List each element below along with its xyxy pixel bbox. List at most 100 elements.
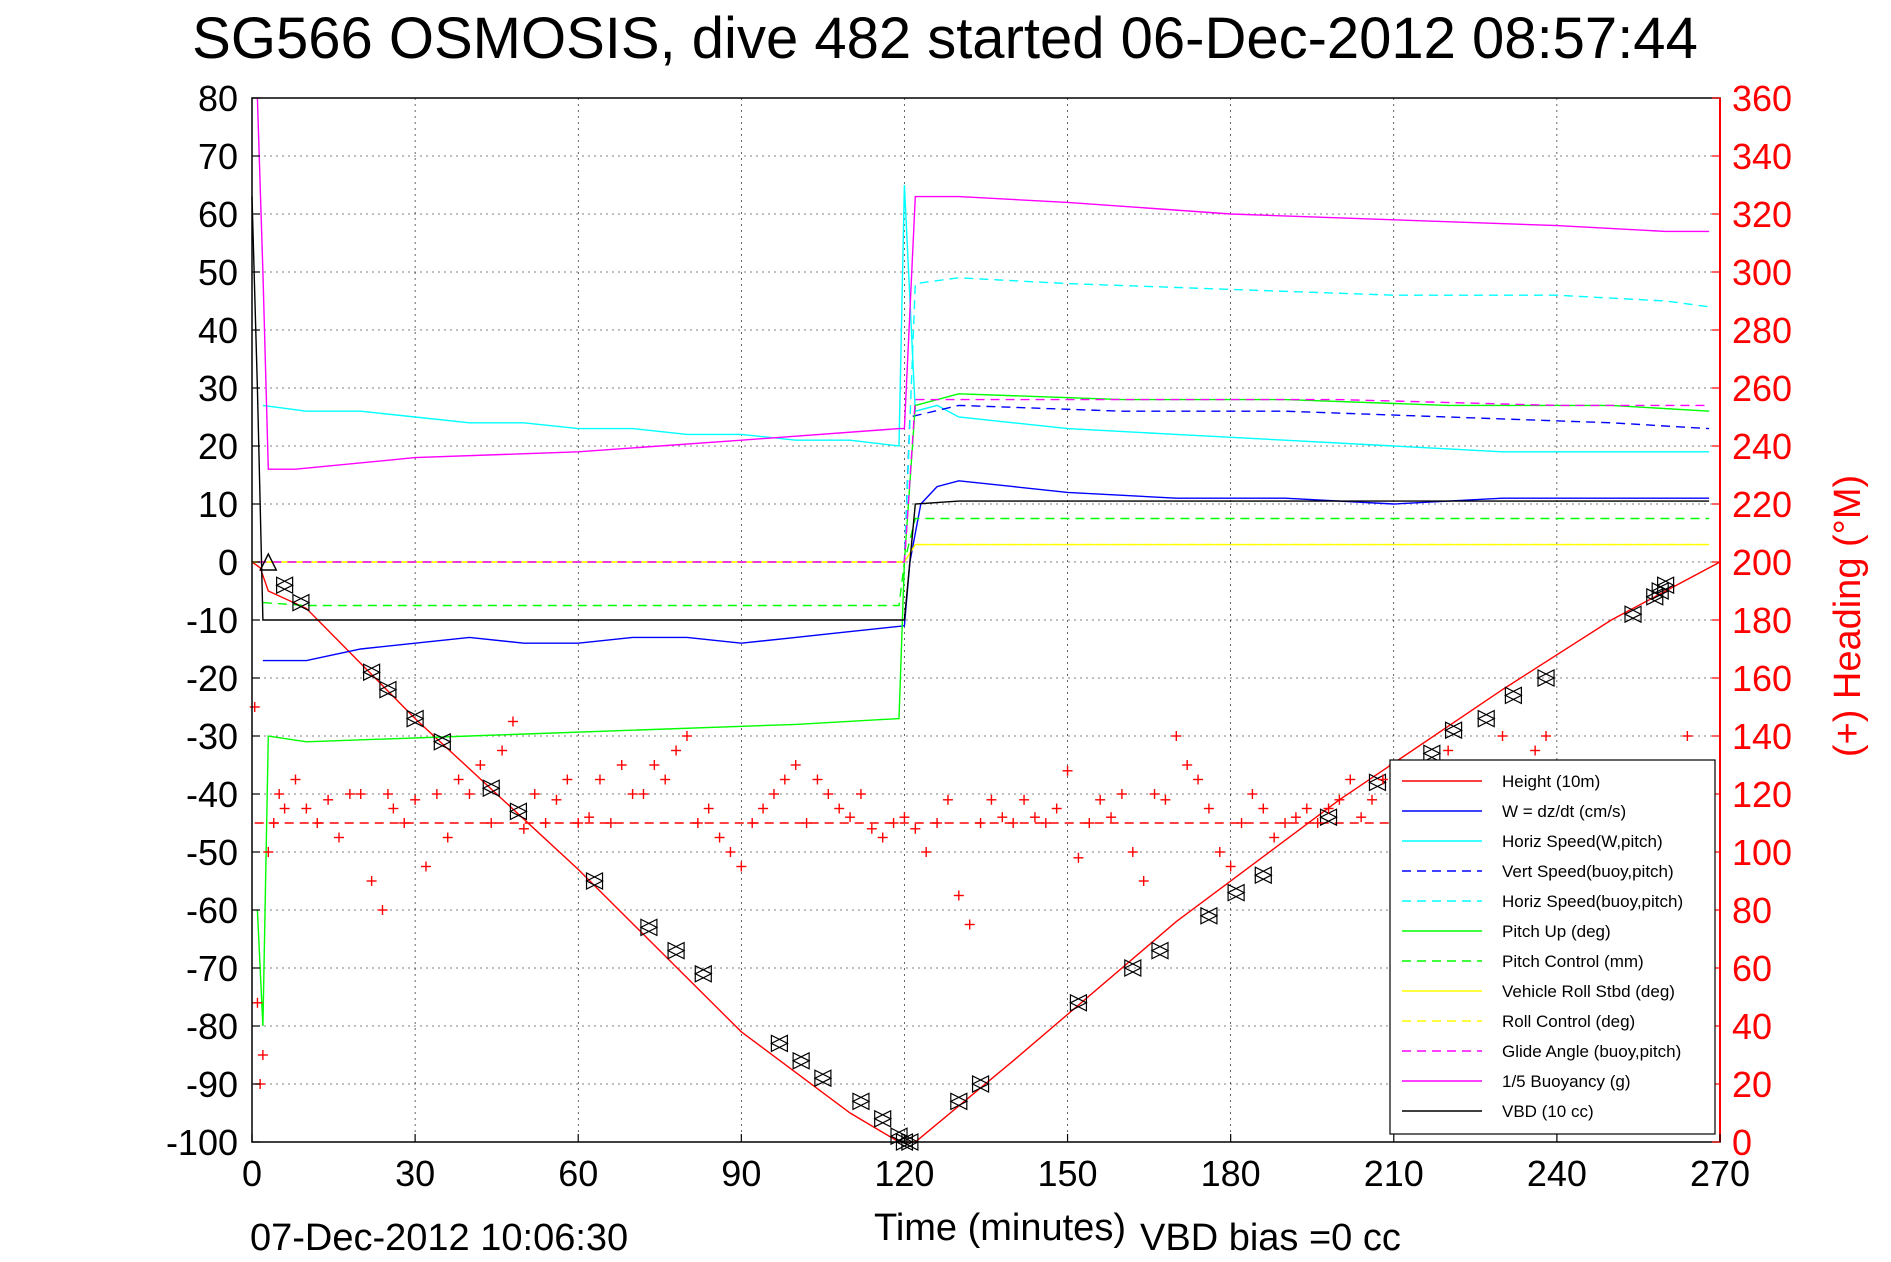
legend-label: VBD (10 cc) [1502,1102,1594,1121]
heading-point [1541,731,1552,741]
x-tick-label: 210 [1364,1153,1424,1194]
heading-point [660,774,671,785]
heading-point [681,731,692,741]
heading-point [312,818,323,828]
legend-item: Horiz Speed(W,pitch) [1402,832,1663,851]
legend-label: W = dz/dt (cm/s) [1502,802,1626,821]
legend-label: Roll Control (deg) [1502,1012,1635,1031]
event-marker [1656,576,1675,595]
left-tick-label: -70 [186,948,238,989]
event-marker [1123,959,1143,977]
heading-point [453,774,464,785]
event-marker [1199,906,1219,925]
heading-point [344,789,355,799]
heading-points [249,702,1715,1089]
heading-point [1062,765,1073,776]
heading-point [953,890,964,901]
left-tick-label: -40 [186,774,238,815]
heading-point [812,774,823,785]
heading-point [1127,847,1138,857]
heading-point [1682,731,1693,741]
heading-point [1497,731,1508,741]
heading-point [1203,803,1214,814]
legend-item: Vert Speed(buoy,pitch) [1402,862,1674,881]
x-tick-label: 240 [1527,1153,1587,1194]
left-tick-label: 40 [198,310,238,351]
series-line-9 [257,398,1710,563]
legend-item: VBD (10 cc) [1402,1102,1594,1121]
heading-point [1084,818,1095,828]
legend-label: Horiz Speed(W,pitch) [1502,832,1663,851]
heading-point [1225,861,1236,872]
legend-item: Vehicle Roll Stbd (deg) [1402,982,1675,1001]
heading-point [1236,818,1247,828]
legend-item: Glide Angle (buoy,pitch) [1402,1042,1681,1061]
heading-point [410,794,421,805]
heading-point [333,832,344,843]
heading-point [584,812,595,823]
right-tick-label: 260 [1732,368,1792,409]
heading-point [1149,789,1160,799]
heading-point [1345,774,1356,785]
right-axis-ticks: 3603403203002802602402202001801601401201… [1712,78,1792,1163]
heading-point [790,760,801,770]
right-tick-label: 300 [1732,252,1792,293]
heading-point [964,919,975,930]
left-tick-label: 10 [198,484,238,525]
x-tick-label: 120 [874,1153,934,1194]
right-tick-label: 280 [1732,310,1792,351]
heading-point [562,774,573,785]
heading-point [551,794,562,805]
heading-point [507,716,518,727]
x-axis-ticks: 0 30 60 90 120 150 180 210 240 270 [242,1134,1750,1194]
heading-point [355,789,366,799]
legend-label: Glide Angle (buoy,pitch) [1502,1042,1681,1061]
heading-point [910,823,921,834]
heading-point [1116,789,1127,799]
event-marker [405,709,425,728]
heading-point [1269,832,1280,843]
heading-point [1051,803,1062,814]
heading-point [268,818,279,828]
heading-point [997,812,1008,823]
legend-item: 1/5 Buoyancy (g) [1402,1072,1631,1091]
right-tick-label: 20 [1732,1064,1772,1105]
heading-point [366,876,377,886]
event-marker [949,1092,969,1111]
legend-label: Height (10m) [1502,772,1600,791]
heading-point [834,803,845,814]
heading-point [671,745,682,756]
x-tick-label: 90 [721,1153,761,1194]
heading-point [1138,876,1149,886]
heading-point [1247,789,1258,799]
heading-point [986,794,997,805]
right-tick-label: 160 [1732,658,1792,699]
heading-point [649,760,660,770]
left-tick-label: 0 [218,542,238,583]
legend-item: Roll Control (deg) [1402,1012,1635,1031]
heading-point [464,789,475,799]
event-marker [432,732,452,751]
x-tick-label: 0 [242,1153,262,1194]
heading-point [714,832,725,843]
series-line-11 [251,196,1710,621]
legend-item: Height (10m) [1402,772,1600,791]
left-tick-label: -20 [186,658,238,699]
event-marker [378,680,398,699]
heading-point [1334,794,1345,805]
x-tick-label: 270 [1690,1153,1750,1194]
x-tick-label: 150 [1038,1153,1098,1194]
x-tick-label: 60 [558,1153,598,1194]
right-tick-label: 40 [1732,1006,1772,1047]
heading-point [779,774,790,785]
event-marker [1069,993,1088,1012]
x-tick-label: 180 [1201,1153,1261,1194]
heading-point [1106,812,1117,823]
left-tick-label: -80 [186,1006,238,1047]
right-tick-label: 140 [1732,716,1792,757]
heading-point [736,861,747,872]
heading-point [540,818,551,828]
event-marker [1226,883,1246,902]
heading-point [475,760,486,770]
heading-point [1040,818,1051,828]
